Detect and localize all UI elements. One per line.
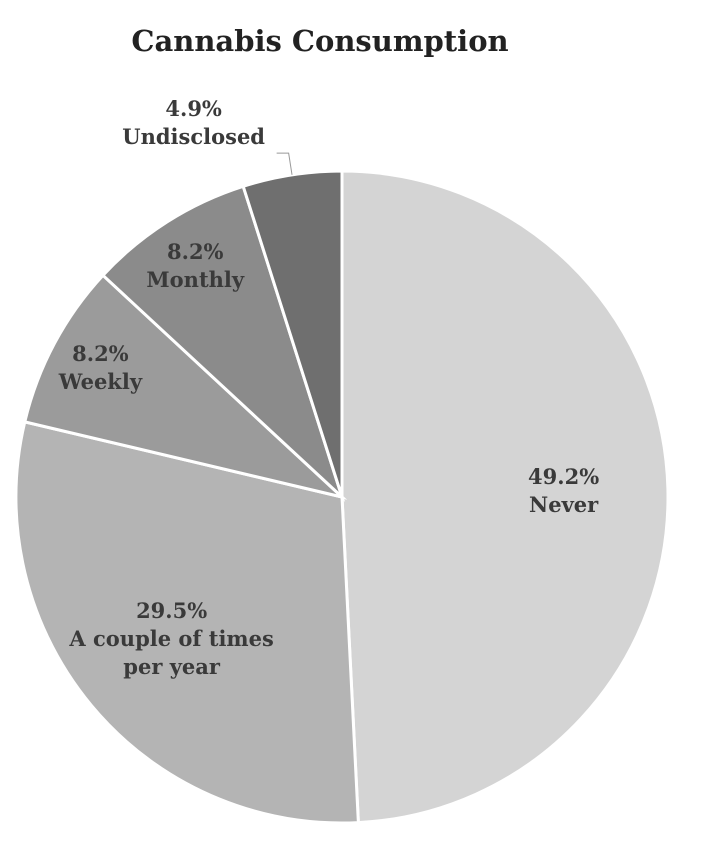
slice-label: 8.2% Weekly xyxy=(0,340,205,396)
value-label: 29.5% xyxy=(136,597,208,623)
value-label: 4.9% xyxy=(165,96,222,122)
category-label: Never xyxy=(529,492,599,518)
pie-slice xyxy=(14,420,360,825)
slice-label: 4.9% Undisclosed xyxy=(89,95,299,151)
leader-line xyxy=(276,152,293,175)
pie-slice xyxy=(100,184,346,502)
slice-label: 8.2% Monthly xyxy=(90,238,300,294)
pie-slice xyxy=(241,169,344,498)
slice-label: 49.2% Never xyxy=(459,463,669,519)
category-label: Undisclosed xyxy=(122,124,265,150)
value-label: 8.2% xyxy=(167,238,224,264)
slice-label: 29.5% A couple of times per year xyxy=(67,597,277,681)
category-label: A couple of times per year xyxy=(69,625,274,679)
pie-slice xyxy=(22,273,348,500)
value-label: 8.2% xyxy=(72,341,129,367)
chart-title: Cannabis Consumption xyxy=(131,24,509,58)
value-label: 49.2% xyxy=(528,464,600,490)
category-label: Monthly xyxy=(146,266,245,292)
category-label: Weekly xyxy=(58,369,143,395)
pie-slice xyxy=(340,169,670,825)
